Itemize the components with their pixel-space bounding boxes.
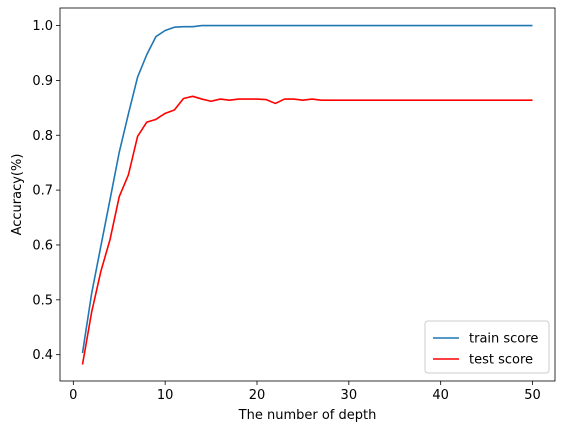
x-tick-label: 40 (432, 388, 449, 403)
x-axis-label: The number of depth (238, 408, 377, 423)
y-axis-ticks: 0.4 0.5 0.6 0.7 0.8 0.9 1.0 (32, 19, 60, 363)
legend-label: test score (469, 353, 533, 368)
x-tick-label: 0 (69, 388, 77, 403)
y-tick-label: 0.9 (32, 74, 53, 89)
y-axis-label: Accuracy(%) (10, 154, 25, 236)
series-line-1 (81, 24, 533, 354)
legend: train score test score (424, 320, 550, 374)
x-tick-label: 30 (341, 388, 358, 403)
y-tick-label: 0.5 (32, 293, 53, 308)
y-tick-label: 0.7 (32, 184, 53, 199)
y-tick-label: 0.8 (32, 129, 53, 144)
x-axis-ticks: 0 10 20 30 40 50 (69, 381, 541, 403)
x-tick-label: 20 (249, 388, 266, 403)
y-tick-label: 1.0 (32, 19, 53, 34)
series-line-2 (81, 95, 533, 365)
x-tick-label: 50 (524, 388, 541, 403)
legend-box (424, 320, 550, 374)
legend-label: train score (469, 332, 538, 347)
y-tick-label: 0.6 (32, 238, 53, 253)
plot-frame (59, 7, 556, 382)
plot-lines (81, 24, 533, 365)
y-tick-label: 0.4 (32, 348, 53, 363)
x-tick-label: 10 (157, 388, 174, 403)
